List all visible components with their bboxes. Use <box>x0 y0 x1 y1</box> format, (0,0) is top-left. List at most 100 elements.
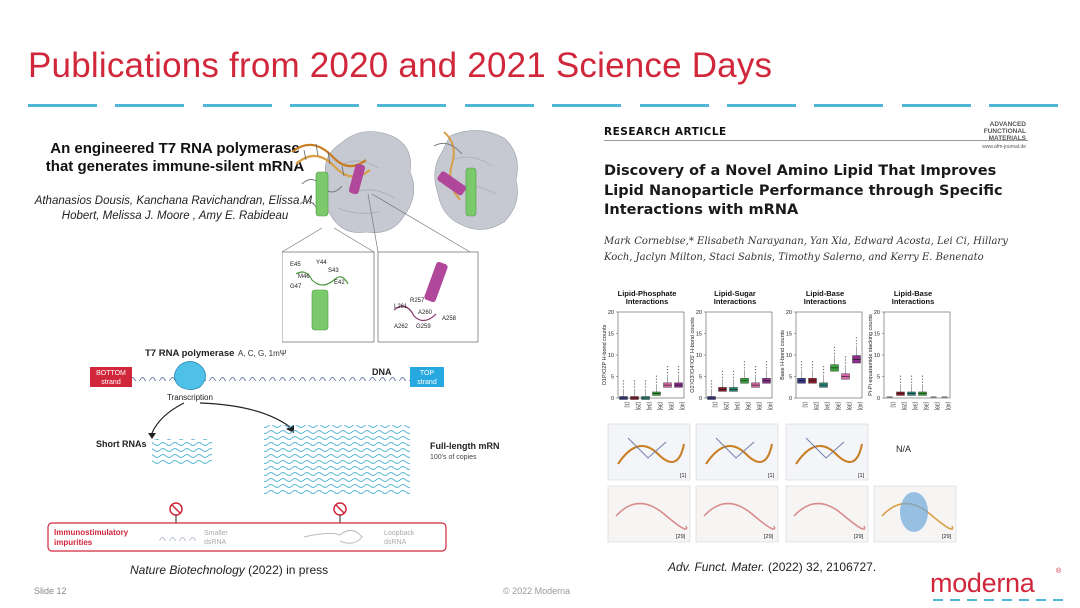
structure-strand <box>615 502 688 530</box>
x-tick-label: [36] <box>835 402 841 411</box>
chart-outlier <box>622 380 625 382</box>
x-tick-label: [34] <box>824 402 830 411</box>
mol-label: A260 <box>418 310 433 316</box>
chart-outlier <box>910 375 913 377</box>
slide-title: Publications from 2020 and 2021 Science … <box>28 46 773 85</box>
mol-label: R257 <box>410 298 425 304</box>
moderna-logo: moderna <box>930 568 1035 598</box>
y-tick-label: 0 <box>877 396 880 402</box>
y-axis-label: O1P/O2P H-bond counts <box>602 324 608 385</box>
structure-image <box>785 485 869 543</box>
chart-outlier <box>910 378 913 380</box>
chart-panel-frame <box>617 311 685 399</box>
y-tick-label: 15 <box>608 332 614 338</box>
chart-outlier <box>732 370 735 373</box>
left-paper-title: An engineered T7 RNA polymerase that gen… <box>45 140 305 175</box>
svg-text:BOTTOM: BOTTOM <box>96 370 126 377</box>
left-citation: Nature Biotechnology (2022) in press <box>130 563 329 577</box>
chart-outlier <box>644 383 647 385</box>
logo-trademark: ® <box>1056 568 1062 575</box>
journal-url: www.afm-journal.de <box>982 144 1026 150</box>
x-tick-label: [29] <box>723 402 729 411</box>
svg-text:strand: strand <box>101 379 121 386</box>
title-divider <box>28 104 1058 108</box>
image-tag: [1] <box>680 473 687 479</box>
mol-label: Y44 <box>316 260 327 266</box>
svg-text:Smaller: Smaller <box>204 530 228 537</box>
structure-blob <box>900 492 928 532</box>
svg-text:Immunostimulatory: Immunostimulatory <box>54 528 129 537</box>
chart-outlier <box>655 381 658 383</box>
y-tick-label: 5 <box>877 375 880 381</box>
svg-text:TOP: TOP <box>420 370 435 377</box>
chart-outlier <box>677 368 680 371</box>
y-axis-label: Base H-bond counts <box>780 330 786 380</box>
chart-outlier <box>633 380 636 382</box>
mol-label: E42 <box>334 280 345 286</box>
chart-outlier <box>633 383 636 385</box>
x-tick-label: [39] <box>668 402 674 411</box>
structure-strand <box>793 502 866 530</box>
chart-outlier <box>822 368 825 371</box>
chart-outlier <box>822 365 825 368</box>
top-strand-badge <box>410 367 444 387</box>
chart-outlier <box>811 361 814 363</box>
x-tick-label: [34] <box>912 402 918 411</box>
y-axis-label: O2'/O3'/O4'/O5' H-bond counts <box>690 317 696 393</box>
x-tick-label: [40] <box>945 402 951 411</box>
x-tick-label: [40] <box>679 402 685 411</box>
structure-image <box>695 423 779 481</box>
mol-label: A258 <box>442 316 457 322</box>
dna-label: DNA <box>372 367 392 377</box>
chart-outlier <box>743 361 746 363</box>
panel-head: Lipid-Base Interactions <box>891 289 935 306</box>
transcription-label: Transcription <box>167 393 213 402</box>
structure-bonds <box>805 437 845 459</box>
chart-outlier <box>721 370 724 373</box>
nucleotide-label: A, C, G, 1mΨ <box>238 349 287 358</box>
mol-label: S43 <box>328 268 339 274</box>
chart-outlier <box>644 386 647 388</box>
svg-text:dsRNA: dsRNA <box>384 539 407 546</box>
y-axis-label: Pi-Pi equaramide stacking counts <box>868 314 874 396</box>
chart-outlier <box>655 375 658 377</box>
chart-outlier <box>622 386 625 388</box>
chart-outlier <box>844 356 847 358</box>
chart-outlier <box>844 362 847 364</box>
chart-outlier <box>899 375 902 377</box>
image-tag: [29] <box>764 534 774 540</box>
x-tick-label: [39] <box>846 402 852 411</box>
chart-outlier <box>710 380 713 382</box>
image-tag: [29] <box>854 534 864 540</box>
y-tick-label: 5 <box>611 375 614 381</box>
mol-label: L261 <box>394 304 408 310</box>
y-tick-label: 20 <box>786 310 792 316</box>
full-length-visual <box>264 425 410 495</box>
chart-outlier <box>754 365 757 368</box>
chart-outlier <box>754 368 757 371</box>
interaction-boxplot-figure: 0 5 10 15 20 O1P/O2P H-bond counts [1] [29] [34]… <box>602 310 957 543</box>
structure-strand <box>795 443 863 465</box>
x-tick-label: [1] <box>712 402 718 408</box>
y-tick-label: 5 <box>699 375 702 381</box>
structure-image <box>785 423 869 481</box>
right-citation: Adv. Funct. Mater. (2022) 32, 2106727. <box>668 560 877 574</box>
chart-outlier <box>754 371 757 374</box>
y-tick-label: 20 <box>874 310 880 316</box>
chart-outlier <box>765 361 768 363</box>
svg-text:impurities: impurities <box>54 538 93 547</box>
structure-bonds <box>715 437 755 459</box>
x-tick-label: [34] <box>734 402 740 411</box>
y-tick-label: 5 <box>789 375 792 381</box>
chart-outlier <box>721 376 724 379</box>
polymerase-label: T7 RNA polymerase <box>145 348 234 359</box>
image-tag: [29] <box>676 534 686 540</box>
mol-label: A262 <box>394 324 409 330</box>
y-tick-label: 15 <box>786 332 792 338</box>
chart-outlier <box>732 373 735 376</box>
full-length-label: Full-length mRNA <box>430 441 500 451</box>
dna-helix <box>132 373 410 381</box>
y-tick-label: 0 <box>611 396 614 402</box>
polymerase-icon <box>174 361 206 390</box>
chart-outlier <box>800 361 803 363</box>
